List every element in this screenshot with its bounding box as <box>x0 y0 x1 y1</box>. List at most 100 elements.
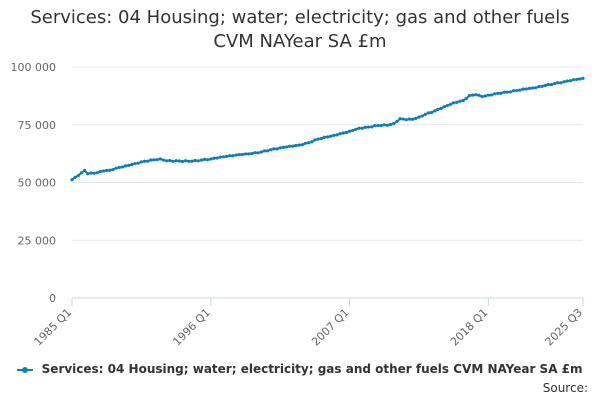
data-point <box>445 103 449 108</box>
data-point <box>165 159 169 163</box>
data-point <box>171 159 175 163</box>
data-point <box>489 93 494 97</box>
data-point <box>294 143 298 148</box>
x-tick-label: 1985 Q1 <box>32 306 75 349</box>
data-point <box>161 158 166 162</box>
data-point <box>467 94 472 98</box>
data-point <box>344 130 349 135</box>
y-tick-label: 100 000 <box>11 61 57 74</box>
x-tick-label: 1996 Q1 <box>170 306 213 349</box>
data-point <box>363 125 367 129</box>
data-point <box>256 151 260 155</box>
legend[interactable]: Services: 04 Housing; water; electricity… <box>0 362 600 376</box>
data-point <box>114 166 118 170</box>
data-point <box>338 132 342 136</box>
data-point <box>83 168 87 173</box>
data-point <box>382 123 386 127</box>
data-point <box>108 168 112 172</box>
data-point <box>215 156 219 160</box>
data-point <box>95 171 99 175</box>
data-point <box>253 151 257 155</box>
series-layer <box>70 76 585 182</box>
data-point <box>291 144 295 148</box>
data-point <box>196 159 200 163</box>
data-point <box>420 114 424 118</box>
data-point <box>540 84 544 88</box>
data-point <box>231 154 235 158</box>
data-point <box>534 86 538 90</box>
data-point <box>448 102 453 106</box>
data-point <box>174 159 178 163</box>
legend-label: Services: 04 Housing; water; electricity… <box>41 362 583 376</box>
grid-lines <box>72 66 583 241</box>
data-point <box>493 92 497 96</box>
data-point <box>502 90 506 94</box>
data-point <box>499 91 503 95</box>
data-point <box>278 146 282 150</box>
data-point <box>578 77 582 81</box>
data-point <box>565 79 569 83</box>
data-point <box>486 93 490 97</box>
data-point <box>549 82 554 87</box>
data-point <box>155 158 159 162</box>
data-point <box>379 124 383 128</box>
data-point <box>480 94 484 99</box>
data-point <box>407 117 412 121</box>
data-point <box>259 150 263 154</box>
data-point <box>530 86 535 90</box>
data-point <box>120 165 125 169</box>
data-point <box>124 164 128 168</box>
data-point <box>452 101 456 105</box>
data-point <box>351 128 355 133</box>
data-point <box>357 126 361 130</box>
data-point <box>281 145 285 149</box>
chart-title: Services: 04 Housing; water; electricity… <box>0 6 600 54</box>
data-point <box>414 116 418 121</box>
data-point <box>288 144 292 148</box>
data-point <box>436 107 440 112</box>
data-point <box>117 165 121 169</box>
data-point <box>426 111 431 115</box>
data-point <box>177 159 181 163</box>
y-tick-label: 50 000 <box>18 177 57 190</box>
data-point <box>228 154 232 158</box>
data-point <box>388 122 393 127</box>
data-point <box>398 117 402 121</box>
data-point <box>139 160 143 164</box>
data-point <box>76 173 80 178</box>
data-point <box>401 117 405 121</box>
data-point <box>417 115 421 119</box>
data-point <box>306 141 311 145</box>
data-point <box>79 171 84 175</box>
data-point <box>442 105 446 109</box>
data-point <box>376 123 380 128</box>
data-point <box>411 117 415 121</box>
data-point <box>202 157 207 162</box>
data-point <box>240 152 244 157</box>
data-point <box>98 169 102 174</box>
data-point <box>111 168 115 172</box>
data-point <box>250 152 254 156</box>
data-point <box>571 78 576 82</box>
data-point <box>269 148 273 152</box>
data-point <box>209 157 213 161</box>
data-point <box>92 171 96 175</box>
data-point <box>581 76 585 80</box>
data-point <box>86 172 90 176</box>
data-point <box>553 82 557 86</box>
y-tick-label: 75 000 <box>18 119 57 132</box>
data-point <box>224 154 229 158</box>
y-tick-label: 0 <box>49 292 56 305</box>
data-point <box>313 138 317 142</box>
data-point <box>284 145 289 149</box>
data-point <box>392 121 396 126</box>
data-point <box>243 152 248 156</box>
chart-title-line-1: Services: 04 Housing; water; electricity… <box>30 7 570 28</box>
data-point <box>297 143 301 147</box>
data-point <box>199 158 203 162</box>
tick-labels: 0 25 000 50 000 75 000 100 000 1985 Q1 1996 Q1… <box>11 61 586 348</box>
data-point <box>152 158 156 162</box>
data-point <box>158 157 162 161</box>
data-point <box>180 159 184 164</box>
data-point <box>73 175 77 179</box>
